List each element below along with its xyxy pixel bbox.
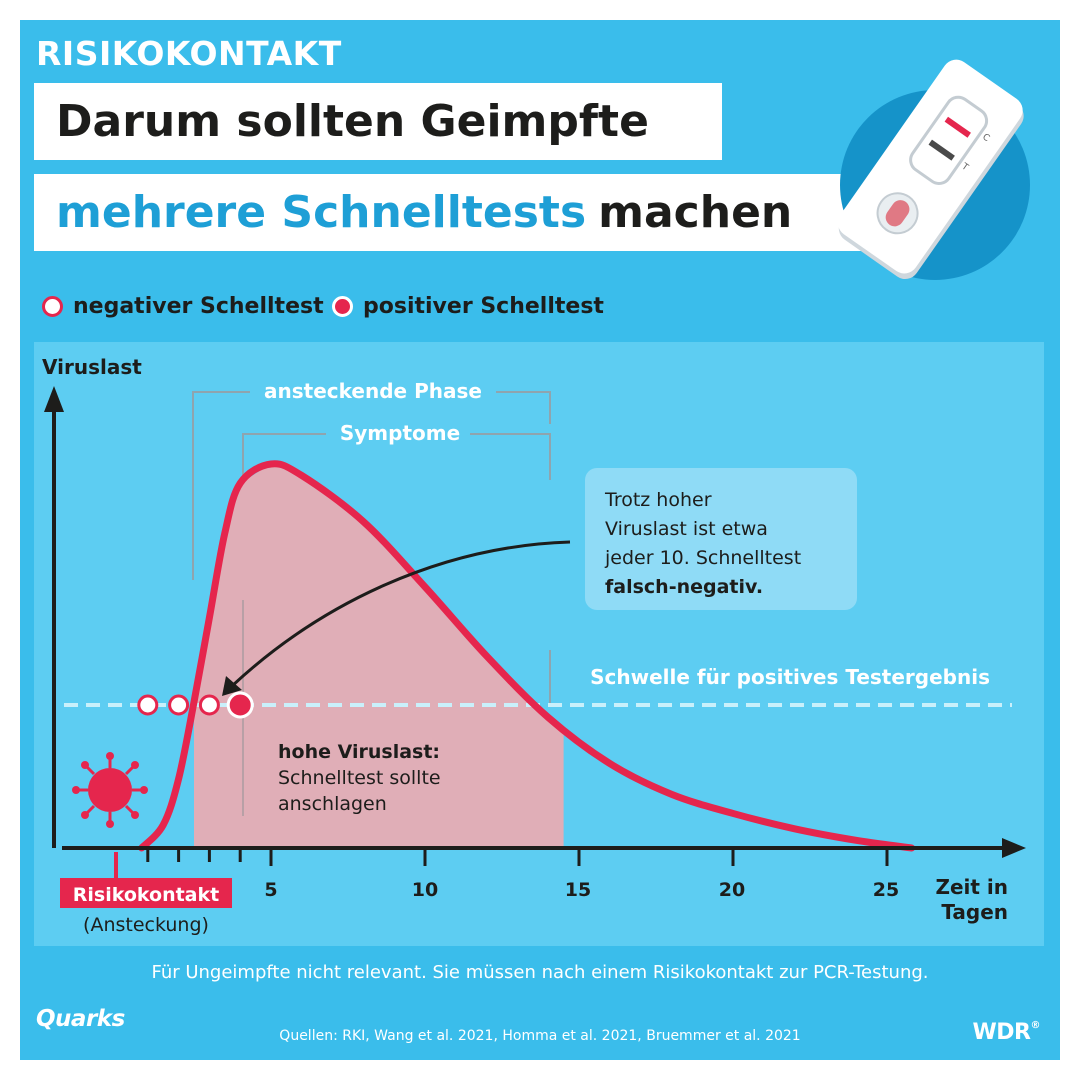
test-mark-t: T	[959, 161, 970, 173]
callout-arrow	[230, 540, 571, 688]
x-axis-ticks	[146, 848, 889, 866]
x-tick-label: 25	[873, 879, 899, 901]
x-axis-label-line2: Tagen	[941, 900, 1008, 924]
threshold-label: Schwelle für positives Testergebnis	[590, 665, 990, 689]
quarks-logo: Quarks	[36, 1006, 125, 1032]
test-mark-c: C	[980, 132, 991, 144]
kicker: RISIKOKONTAKT	[36, 34, 342, 73]
x-axis-label-line1: Zeit in	[935, 875, 1008, 899]
title-line-1-box: Darum sollten Geimpfte	[34, 83, 722, 160]
negative-test-marker	[137, 694, 159, 716]
high-load-line1: Schnelltest sollte	[278, 767, 441, 789]
negative-test-marker	[198, 694, 220, 716]
false-negative-callout: Trotz hoher Viruslast ist etwa jeder 10.…	[585, 468, 857, 610]
callout-line: Viruslast ist etwa	[605, 518, 768, 540]
test-markers	[137, 691, 254, 719]
legend-negative: negativer Schelltest	[42, 294, 324, 319]
risk-contact-sublabel: (Ansteckung)	[83, 914, 209, 936]
title-line-2-rest: machen	[598, 187, 793, 238]
positive-dot-icon	[332, 296, 353, 317]
title-line-2-highlight: mehrere Schnelltests	[56, 187, 587, 238]
high-load-line2: anschlagen	[278, 793, 387, 815]
negative-dot-icon	[42, 296, 63, 317]
symptoms-bracket	[242, 433, 551, 480]
wdr-logo: WDR®	[972, 1020, 1041, 1045]
viral-load-curve	[138, 460, 916, 852]
infectious-phase-area	[194, 463, 564, 848]
infographic: RISIKOKONTAKT Darum sollten Geimpfte meh…	[20, 20, 1060, 1060]
callout-line: jeder 10. Schnelltest	[605, 547, 802, 569]
legend-negative-label: negativer Schelltest	[73, 294, 324, 319]
viral-load-diagram: ansteckende Phase Symptome Schwelle für …	[42, 355, 1026, 936]
risk-contact-label: Risikokontakt	[73, 884, 219, 906]
x-tick-label: 15	[565, 879, 591, 901]
x-tick-label: 10	[412, 879, 438, 901]
high-load-title: hohe Viruslast:	[278, 741, 440, 763]
wdr-logo-text: WDR	[972, 1020, 1031, 1045]
negative-test-marker	[168, 694, 190, 716]
title-line-1: Darum sollten Geimpfte	[56, 96, 649, 147]
phase-infectious-label: ansteckende Phase	[264, 379, 482, 403]
rapid-test-icon: C T	[837, 59, 1030, 280]
callout-line: Trotz hoher	[605, 489, 712, 511]
callout-bold-text: falsch-negativ.	[605, 576, 764, 598]
callout-bold: falsch-negativ.	[605, 573, 801, 602]
y-axis-label: Viruslast	[42, 355, 142, 379]
legend-positive-label: positiver Schelltest	[363, 294, 604, 319]
phase-symptoms-label: Symptome	[340, 421, 460, 445]
infectious-phase-bracket	[192, 391, 551, 580]
title-line-2-box: mehrere Schnelltests machen	[34, 174, 862, 251]
virus-icon	[72, 752, 148, 828]
footnote: Für Ungeimpfte nicht relevant. Sie müsse…	[151, 962, 929, 983]
x-tick-label: 20	[719, 879, 745, 901]
positive-test-marker	[226, 691, 254, 719]
y-axis-arrow	[44, 386, 64, 412]
legend-positive: positiver Schelltest	[332, 294, 604, 319]
sources: Quellen: RKI, Wang et al. 2021, Homma et…	[279, 1028, 801, 1044]
risk-contact-badge	[60, 878, 232, 908]
x-axis-arrow	[1002, 838, 1026, 858]
callout-arrowhead	[222, 676, 242, 696]
x-tick-label: 5	[264, 879, 277, 901]
